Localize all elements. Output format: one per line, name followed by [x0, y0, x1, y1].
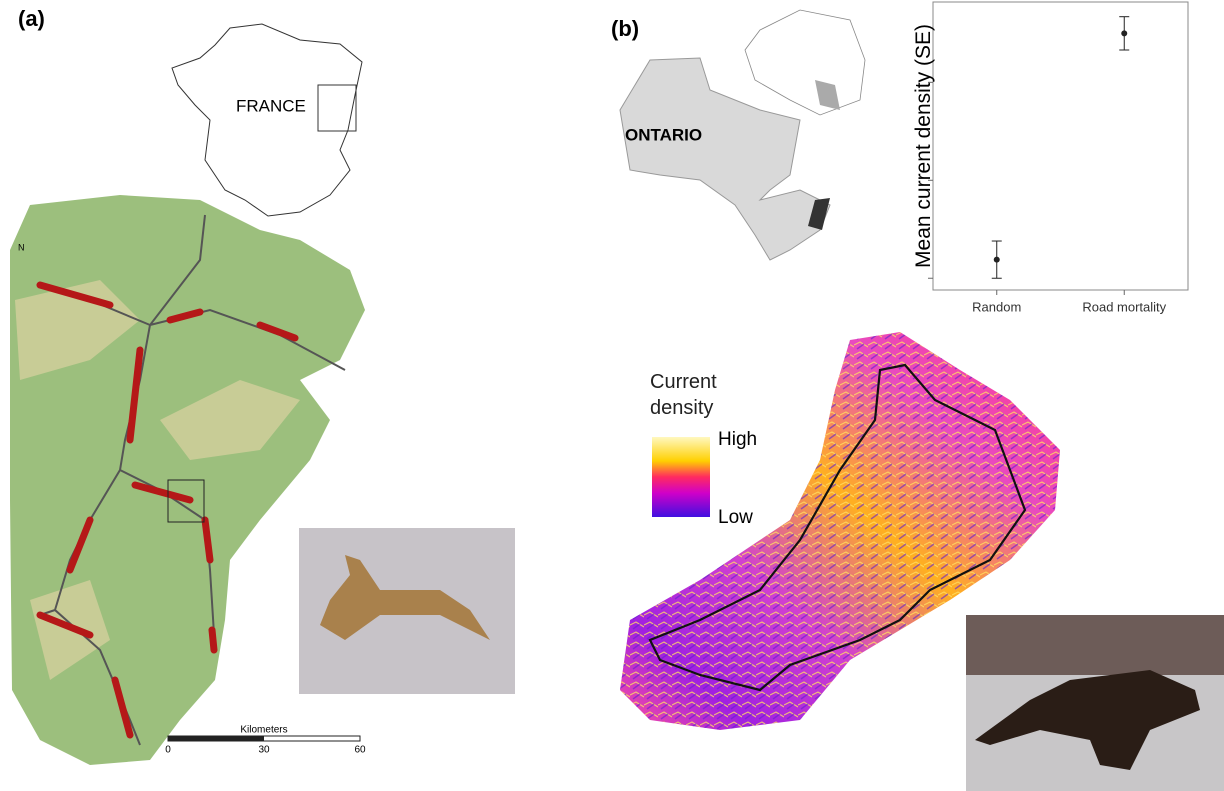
scale-tick-label: 60 — [354, 745, 366, 756]
panel-label: (a) — [18, 6, 45, 31]
scale-tick-label: 0 — [165, 745, 171, 756]
france-outline — [172, 24, 362, 216]
point — [1121, 30, 1127, 36]
y-axis-label: Mean current density (SE) — [912, 24, 935, 268]
panel-label: (b) — [611, 16, 639, 41]
x-tick-label: Random — [972, 299, 1021, 314]
province-label: ONTARIO — [625, 125, 702, 144]
scale-bar-fill — [168, 736, 264, 741]
legend-colorbar — [652, 437, 710, 517]
plot-area — [933, 2, 1188, 290]
north-arrow: N — [18, 242, 25, 252]
country-label: FRANCE — [236, 96, 306, 115]
scale-title: Kilometers — [240, 725, 287, 736]
photo-background — [966, 615, 1224, 675]
scale-ticks: 0 30 60 — [165, 745, 366, 756]
x-tick-label: Road mortality — [1082, 299, 1166, 314]
legend-low: Low — [718, 507, 753, 528]
legend-high: High — [718, 429, 757, 450]
scale-tick-label: 30 — [258, 745, 270, 756]
canada-inset — [745, 10, 865, 115]
figure: (a) FRANCE N Kilometers 0 30 60 (b) ONTARI… — [0, 0, 1224, 791]
chart: Mean current density (SE) Random Road mor… — [912, 2, 1188, 314]
point — [994, 257, 1000, 263]
